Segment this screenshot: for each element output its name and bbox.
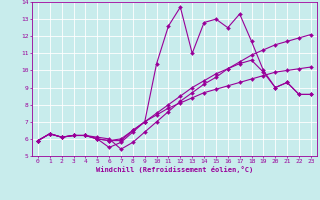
X-axis label: Windchill (Refroidissement éolien,°C): Windchill (Refroidissement éolien,°C)	[96, 166, 253, 173]
